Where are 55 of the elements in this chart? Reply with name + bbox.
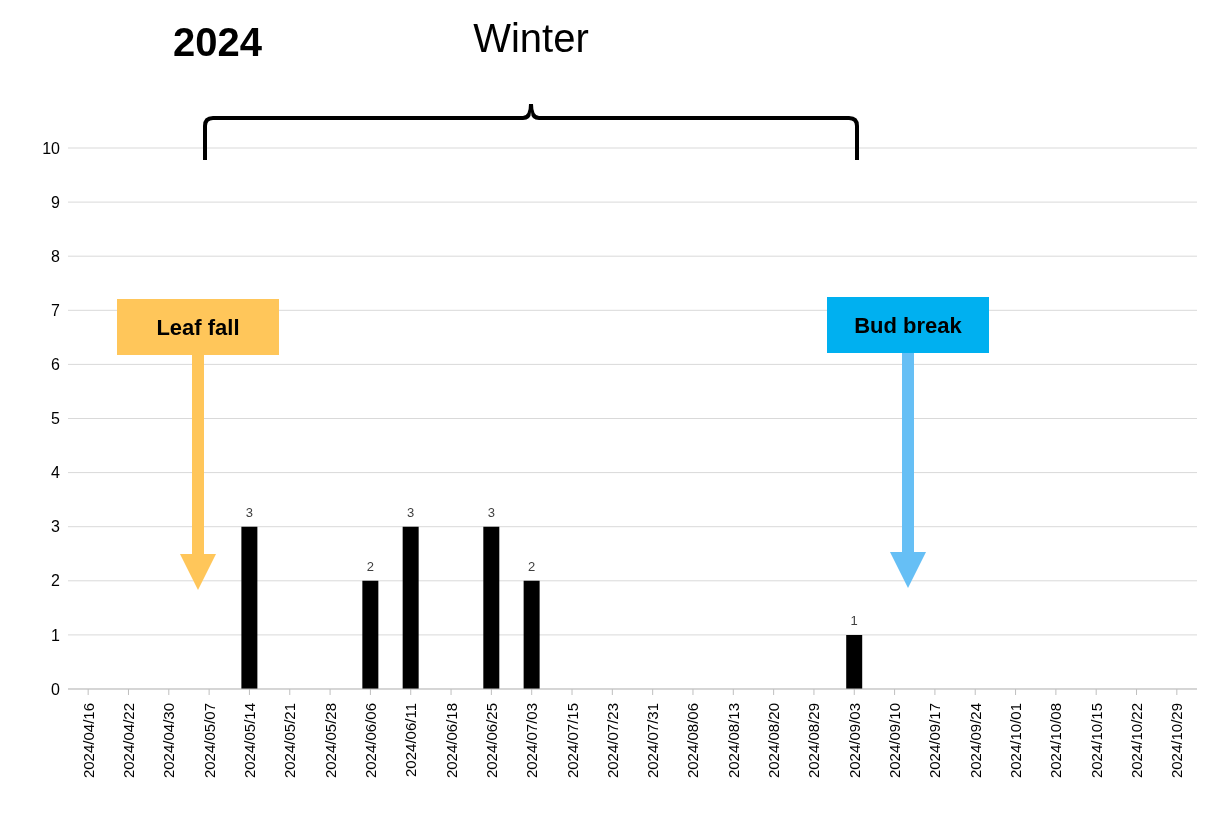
x-tick-label: 2024/10/01 <box>1007 703 1025 779</box>
x-tick-label: 2024/06/18 <box>442 703 460 779</box>
y-tick-label: 2 <box>51 572 61 590</box>
x-tick-label: 2024/08/29 <box>805 703 823 779</box>
x-tick-label: 2024/05/28 <box>321 703 339 779</box>
y-tick-label: 3 <box>51 518 61 536</box>
x-tick-label: 2024/10/22 <box>1128 703 1146 779</box>
y-tick-label: 7 <box>51 301 61 319</box>
bar <box>362 580 379 689</box>
x-tick-label: 2024/09/24 <box>966 703 984 779</box>
y-tick-label: 0 <box>51 680 61 698</box>
y-tick-label: 9 <box>51 193 61 211</box>
x-tick-label: 2024/10/15 <box>1087 703 1105 779</box>
x-tick-label: 2024/10/29 <box>1168 703 1186 779</box>
text: Winter <box>473 16 589 60</box>
x-tick-label: 2024/05/07 <box>200 703 218 779</box>
x-tick-label: 2024/08/06 <box>684 703 702 779</box>
data-label: 2 <box>528 558 536 574</box>
x-tick-label: 2024/08/13 <box>724 703 742 779</box>
data-label: 3 <box>407 504 415 520</box>
data-label: 2 <box>366 558 374 574</box>
x-tick-label: 2024/06/11 <box>402 703 420 777</box>
x-tick-label: 2024/07/15 <box>563 703 581 779</box>
data-label: 3 <box>487 504 495 520</box>
y-tick-label: 8 <box>51 247 61 265</box>
x-tick-label: 2024/05/14 <box>240 703 258 779</box>
y-tick-label: 5 <box>51 410 61 428</box>
y-tick-label: 1 <box>51 626 61 644</box>
data-label: 1 <box>850 612 858 628</box>
x-tick-label: 2024/08/20 <box>765 703 783 779</box>
x-tick-label: 2024/07/03 <box>523 703 541 779</box>
x-tick-label: 2024/09/03 <box>845 703 863 779</box>
y-tick-label: 6 <box>51 356 61 374</box>
x-tick-label: 2024/09/10 <box>886 703 904 779</box>
x-tick-label: 2024/05/21 <box>281 703 299 779</box>
bar <box>402 526 419 689</box>
bar <box>483 526 500 689</box>
data-label: 3 <box>245 504 253 520</box>
bar <box>846 634 863 689</box>
x-tick-label: 2024/09/17 <box>926 703 944 779</box>
y-tick-label: 4 <box>51 464 61 482</box>
x-tick-label: 2024/10/08 <box>1047 703 1065 779</box>
x-tick-label: 2024/07/31 <box>644 703 662 779</box>
x-tick-label: 2024/04/22 <box>119 703 137 779</box>
annotation: Leaf fall <box>156 314 240 340</box>
x-tick-label: 2024/07/23 <box>603 703 621 779</box>
annotation: Bud break <box>854 312 963 338</box>
chart-title: 2024 <box>173 20 262 65</box>
x-tick-label: 2024/04/30 <box>160 703 178 779</box>
y-tick-label: 10 <box>42 139 61 157</box>
x-tick-label: 2024/04/16 <box>79 703 97 779</box>
x-tick-label: 2024/06/06 <box>361 703 379 779</box>
x-tick-label: 2024/06/25 <box>482 703 500 779</box>
bar <box>241 526 258 689</box>
bar <box>523 580 540 689</box>
